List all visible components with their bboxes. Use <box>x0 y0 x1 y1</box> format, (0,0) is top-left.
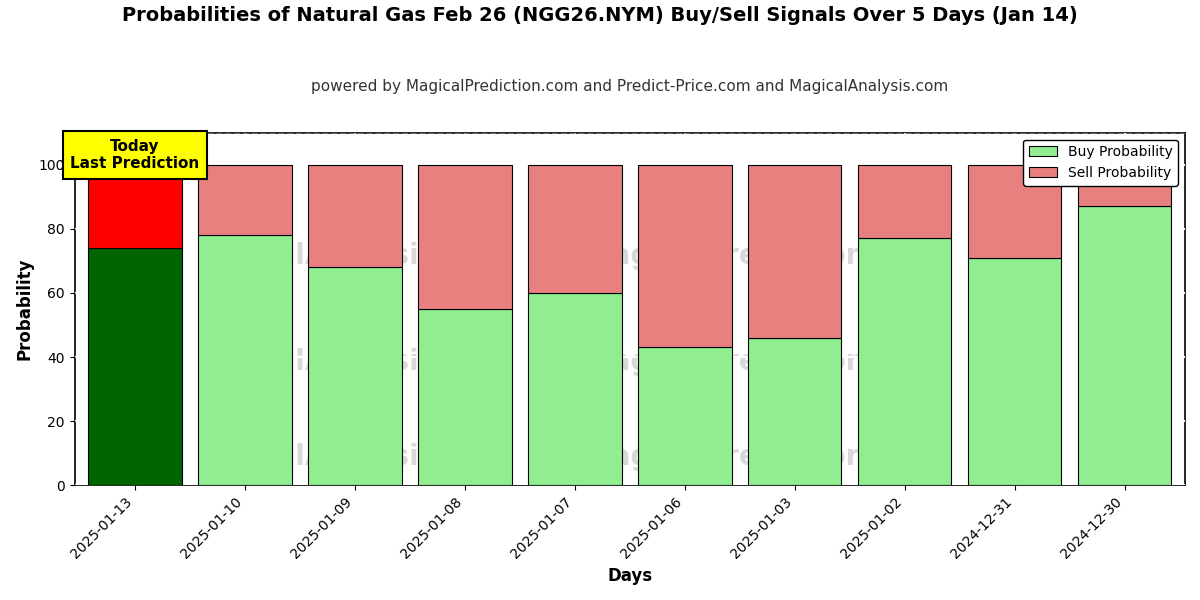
Bar <box>748 165 841 338</box>
Bar <box>198 165 292 235</box>
Bar <box>89 165 182 248</box>
Text: calAnalysis.com: calAnalysis.com <box>260 443 511 471</box>
Bar <box>419 309 511 485</box>
Bar <box>638 165 732 347</box>
Text: calAnalysis.com: calAnalysis.com <box>260 348 511 376</box>
Y-axis label: Probability: Probability <box>16 258 34 360</box>
Bar <box>528 165 622 293</box>
Bar <box>308 267 402 485</box>
Text: MagicalPrediction.com: MagicalPrediction.com <box>584 242 941 270</box>
Text: MagicalPrediction.com: MagicalPrediction.com <box>584 348 941 376</box>
Bar <box>528 293 622 485</box>
Bar <box>1078 206 1171 485</box>
Text: MagicalPrediction.com: MagicalPrediction.com <box>584 443 941 471</box>
Bar <box>308 165 402 267</box>
Bar <box>1078 165 1171 206</box>
Bar <box>748 338 841 485</box>
Bar <box>89 248 182 485</box>
Bar <box>968 165 1061 257</box>
Bar <box>638 347 732 485</box>
Bar <box>858 165 952 238</box>
Text: calAnalysis.com: calAnalysis.com <box>260 242 511 270</box>
Title: powered by MagicalPrediction.com and Predict-Price.com and MagicalAnalysis.com: powered by MagicalPrediction.com and Pre… <box>311 79 948 94</box>
Text: Probabilities of Natural Gas Feb 26 (NGG26.NYM) Buy/Sell Signals Over 5 Days (Ja: Probabilities of Natural Gas Feb 26 (NGG… <box>122 6 1078 25</box>
Legend: Buy Probability, Sell Probability: Buy Probability, Sell Probability <box>1024 140 1178 185</box>
Bar <box>419 165 511 309</box>
Bar <box>968 257 1061 485</box>
Bar <box>198 235 292 485</box>
X-axis label: Days: Days <box>607 567 653 585</box>
Bar <box>858 238 952 485</box>
Text: Today
Last Prediction: Today Last Prediction <box>71 139 199 172</box>
